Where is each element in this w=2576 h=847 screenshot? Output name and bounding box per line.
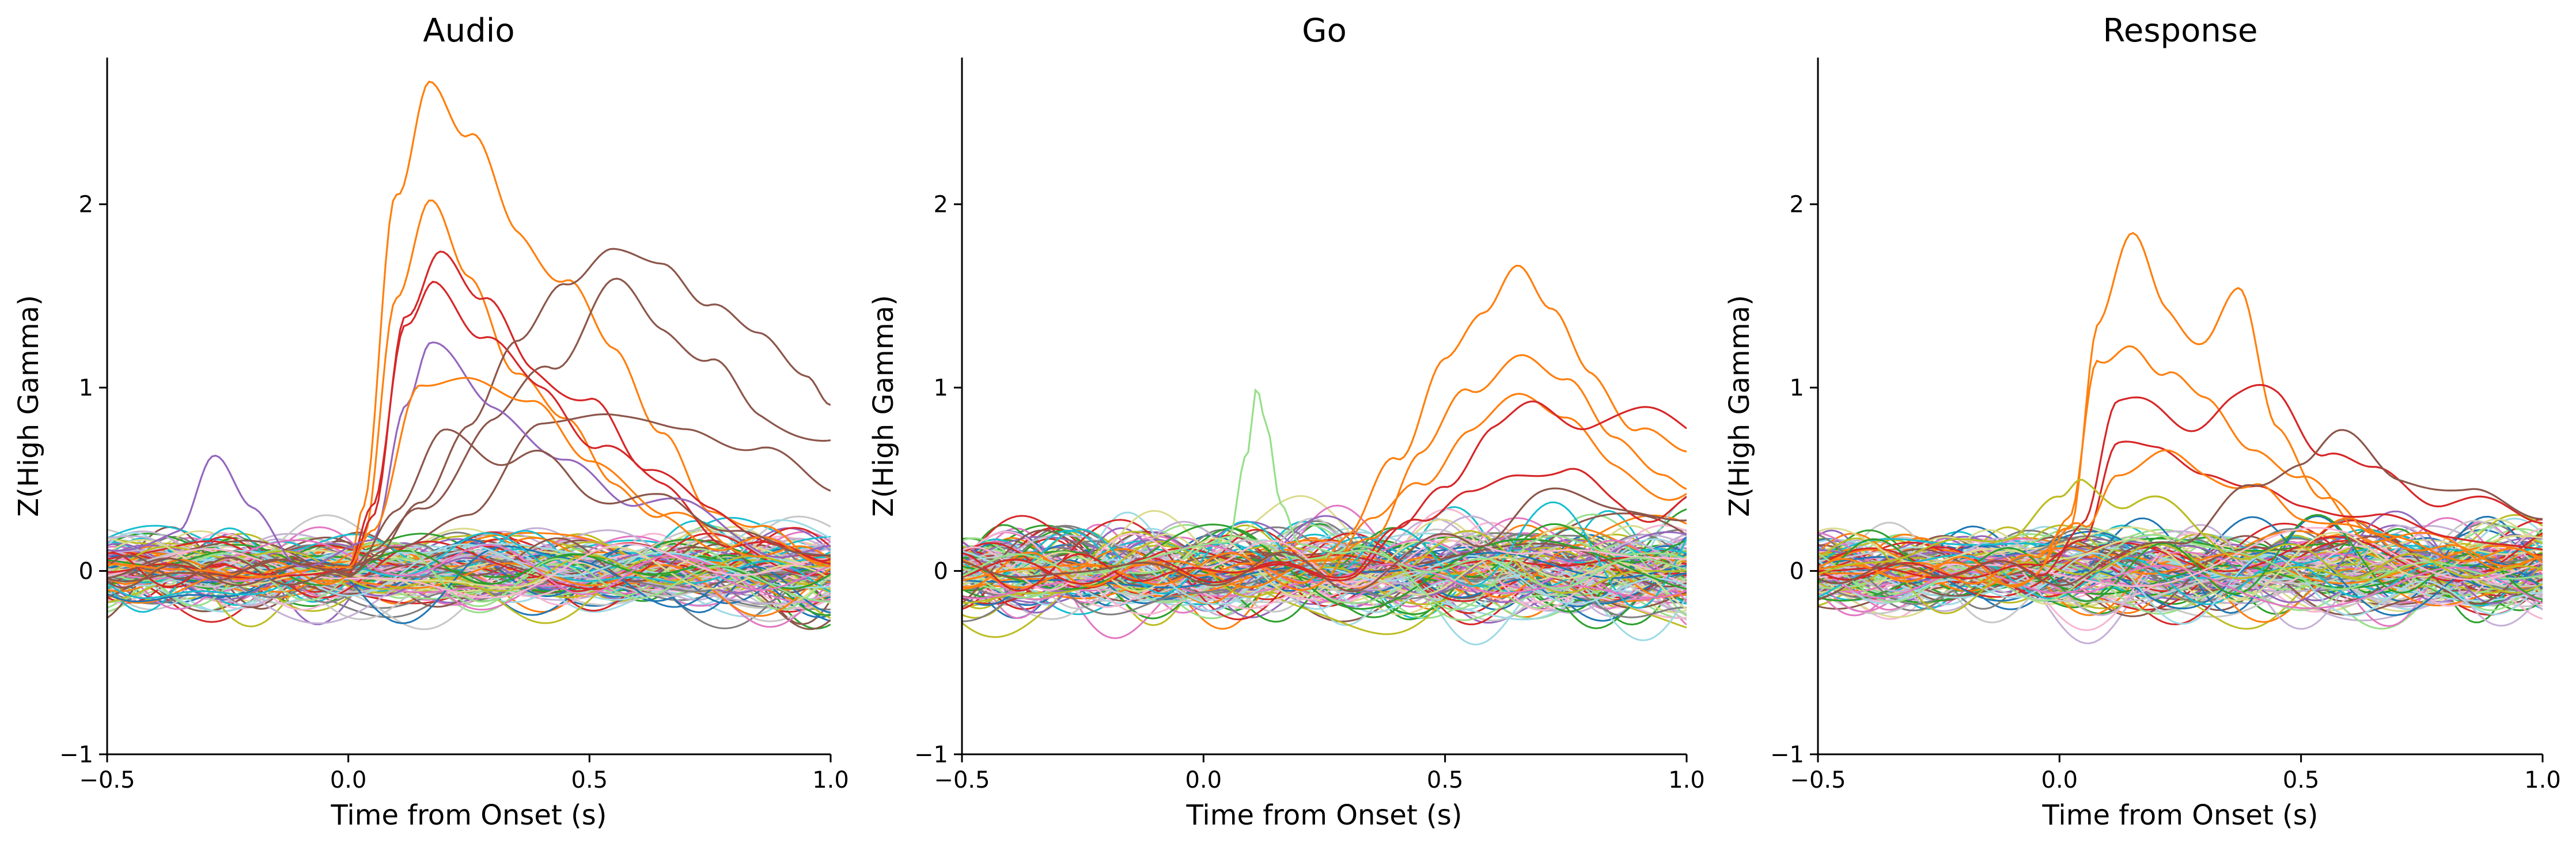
chart-title: Go (1302, 12, 1347, 50)
series-line (107, 278, 831, 586)
trace-line (1818, 534, 2543, 603)
y-axis-label: Z(High Gamma) (13, 295, 45, 516)
trace-line (1818, 534, 2543, 605)
trace-line (962, 533, 1687, 591)
trace-line (1818, 527, 2543, 602)
x-tick-label: 1.0 (2524, 767, 2561, 793)
trace-line (107, 532, 831, 599)
trace-line (1818, 552, 2543, 625)
x-tick-label: 0.5 (1427, 767, 1464, 793)
series-line (107, 80, 831, 586)
y-tick-label: −1 (59, 742, 93, 768)
y-tick-label: 2 (934, 192, 948, 218)
x-axis-label: Time from Onset (s) (331, 799, 607, 831)
x-tick-label: 0.0 (1185, 767, 1222, 793)
trace-line (962, 530, 1687, 611)
series-line (962, 487, 1687, 592)
chart-go: −0.5 0.0 0.5 1.0 −1 0 1 2 Go Time from Onset (s) Z… (867, 12, 1705, 831)
x-tick-label: 0.0 (330, 767, 367, 793)
y-tick-label: −1 (914, 742, 948, 768)
trace-line (962, 523, 1687, 610)
y-tick-label: 1 (1790, 375, 1804, 401)
series-line (1818, 345, 2543, 587)
x-tick-label: 0.0 (2041, 767, 2078, 793)
y-tick-label: −1 (1770, 742, 1804, 768)
x-tick-label: −0.5 (79, 767, 135, 793)
x-tick-label: −0.5 (934, 767, 990, 793)
y-tick-label: 0 (79, 559, 93, 585)
trace-line (107, 545, 831, 624)
y-tick-label: 2 (79, 192, 93, 218)
trace-line (107, 533, 831, 599)
y-tick-label: 2 (1790, 192, 1804, 218)
trace-line (962, 537, 1687, 610)
series-line (1818, 231, 2543, 585)
trace-line (107, 535, 831, 607)
series-line (107, 280, 831, 579)
trace-line (107, 543, 831, 597)
plot-area (962, 264, 1687, 645)
x-tick-label: −0.5 (1790, 767, 1846, 793)
trace-line (107, 543, 831, 599)
series-line (962, 354, 1687, 588)
chart-title: Audio (423, 12, 514, 50)
trace-line (1818, 554, 2543, 606)
plot-area (107, 80, 831, 630)
y-axis-label: Z(High Gamma) (1723, 295, 1756, 516)
chart-response: −0.5 0.0 0.5 1.0 −1 0 1 2 Response Time from Onse… (1723, 12, 2561, 831)
chart-audio: −0.5 0.0 0.5 1.0 −1 0 1 2 Audio Time from Onset (… (13, 12, 849, 831)
trace-line (107, 539, 831, 590)
trace-line (962, 557, 1687, 603)
trace-line (107, 541, 831, 607)
x-tick-label: 1.0 (812, 767, 849, 793)
series-line (107, 377, 831, 578)
series-line (107, 341, 831, 568)
plot-area (1818, 231, 2543, 644)
x-axis-label: Time from Onset (s) (2042, 799, 2319, 831)
x-tick-label: 1.0 (1668, 767, 1705, 793)
series-line (1818, 449, 2543, 588)
series-line (962, 400, 1687, 585)
x-axis-label: Time from Onset (s) (1186, 799, 1463, 831)
y-tick-label: 0 (934, 559, 948, 585)
series-line (107, 428, 831, 589)
chart-title: Response (2103, 12, 2258, 50)
series-line (107, 413, 831, 587)
series-line (962, 388, 1687, 590)
trace-line (962, 521, 1687, 591)
y-tick-label: 1 (79, 375, 93, 401)
series-line (1818, 478, 2543, 579)
trace-line (107, 548, 831, 611)
y-tick-label: 1 (934, 375, 948, 401)
trace-line (107, 537, 831, 594)
series-line (107, 199, 831, 585)
trace-line (962, 517, 1687, 608)
x-tick-label: 0.5 (571, 767, 608, 793)
series-line (1818, 440, 2543, 581)
series-line (1818, 383, 2543, 579)
series-line (962, 264, 1687, 588)
trace-line (107, 556, 831, 603)
y-axis-label: Z(High Gamma) (867, 295, 900, 516)
series-line (1818, 429, 2543, 587)
y-tick-label: 0 (1790, 559, 1804, 585)
series-line (107, 250, 831, 588)
series-line (962, 393, 1687, 591)
x-tick-label: 0.5 (2283, 767, 2320, 793)
trace-line (962, 519, 1687, 621)
